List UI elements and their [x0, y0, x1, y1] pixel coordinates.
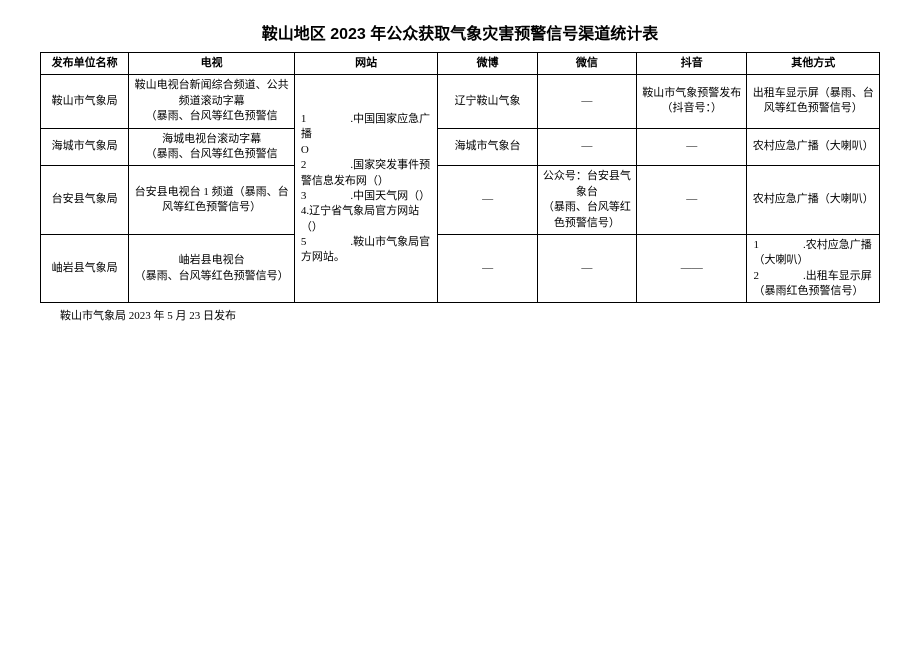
cell-wechat: — [537, 128, 636, 166]
cell-tv: 鞍山电视台新闻综合频道、公共频道滚动字幕（暴雨、台风等红色预警信 [129, 75, 295, 128]
cell-unit: 台安县气象局 [41, 166, 129, 235]
header-douyin: 抖音 [637, 53, 747, 75]
cell-tv: 海城电视台滚动字幕（暴雨、台风等红色预警信 [129, 128, 295, 166]
cell-other: 农村应急广播（大喇叭） [747, 166, 880, 235]
cell-douyin: — [637, 166, 747, 235]
table-row: 鞍山市气象局 鞍山电视台新闻综合频道、公共频道滚动字幕（暴雨、台风等红色预警信 … [41, 75, 880, 128]
cell-unit: 岫岩县气象局 [41, 234, 129, 303]
cell-other: 出租车显示屏（暴雨、台风等红色预警信号） [747, 75, 880, 128]
cell-wechat: 公众号：台安县气象台（暴雨、台风等红色预警信号） [537, 166, 636, 235]
cell-weibo: — [438, 234, 537, 303]
data-table: 发布单位名称 电视 网站 微博 微信 抖音 其他方式 鞍山市气象局 鞍山电视台新… [40, 52, 880, 303]
cell-wechat: — [537, 234, 636, 303]
cell-tv: 台安县电视台 1 频道（暴雨、台风等红色预警信号） [129, 166, 295, 235]
header-row: 发布单位名称 电视 网站 微博 微信 抖音 其他方式 [41, 53, 880, 75]
cell-other: 1 .农村应急广播（大喇叭）2 .出租车显示屏（暴雨红色预警信号） [747, 234, 880, 303]
header-weibo: 微博 [438, 53, 537, 75]
table-row: 海城市气象局 海城电视台滚动字幕（暴雨、台风等红色预警信 海城市气象台 — — … [41, 128, 880, 166]
header-unit: 发布单位名称 [41, 53, 129, 75]
header-web: 网站 [294, 53, 438, 75]
cell-unit: 鞍山市气象局 [41, 75, 129, 128]
header-wechat: 微信 [537, 53, 636, 75]
cell-douyin: —— [637, 234, 747, 303]
cell-douyin: 鞍山市气象预警发布（抖音号：） [637, 75, 747, 128]
cell-web: 1 .中国国家应急广播O2 .国家突发事件预警信息发布网（）3 .中国天气网（）… [294, 75, 438, 303]
cell-tv: 岫岩县电视台（暴雨、台风等红色预警信号） [129, 234, 295, 303]
cell-other: 农村应急广播（大喇叭） [747, 128, 880, 166]
cell-weibo: 海城市气象台 [438, 128, 537, 166]
cell-douyin: — [637, 128, 747, 166]
cell-weibo: — [438, 166, 537, 235]
cell-wechat: — [537, 75, 636, 128]
table-row: 岫岩县气象局 岫岩县电视台（暴雨、台风等红色预警信号） — — —— 1 .农村… [41, 234, 880, 303]
footer-text: 鞍山市气象局 2023 年 5 月 23 日发布 [40, 307, 880, 323]
header-other: 其他方式 [747, 53, 880, 75]
cell-unit: 海城市气象局 [41, 128, 129, 166]
cell-weibo: 辽宁鞍山气象 [438, 75, 537, 128]
page-title: 鞍山地区 2023 年公众获取气象灾害预警信号渠道统计表 [40, 20, 880, 44]
table-row: 台安县气象局 台安县电视台 1 频道（暴雨、台风等红色预警信号） — 公众号：台… [41, 166, 880, 235]
header-tv: 电视 [129, 53, 295, 75]
